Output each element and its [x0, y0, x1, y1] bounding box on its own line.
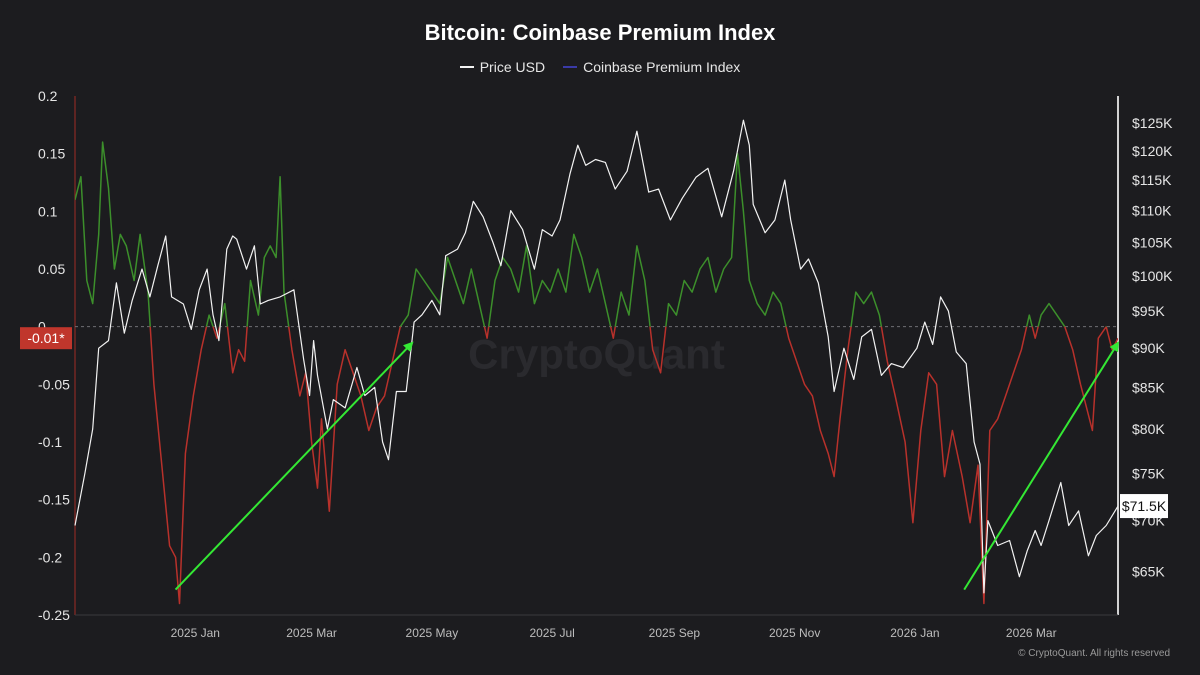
legend-item-premium[interactable]: Coinbase Premium Index [563, 59, 740, 75]
left-axis-tick-label: 0.2 [38, 88, 58, 104]
right-axis-tick-label: $95K [1132, 303, 1165, 319]
right-axis-tick-label: $105K [1132, 234, 1173, 250]
x-axis-tick-label: 2025 Sep [649, 626, 701, 640]
right-axis-tick-label: $125K [1132, 115, 1173, 131]
copyright-footer: © CryptoQuant. All rights reserved [1018, 648, 1170, 659]
left-axis-tick-label: -0.1 [38, 434, 62, 450]
chart-title: Bitcoin: Coinbase Premium Index [424, 20, 776, 45]
legend-item-price[interactable]: Price USD [459, 59, 546, 75]
left-axis-tick-label: -0.2 [38, 549, 62, 565]
right-axis-tick-label: $85K [1132, 379, 1165, 395]
left-axis-tick-label: 0 [38, 319, 46, 335]
x-axis-tick-label: 2025 Nov [769, 626, 820, 640]
legend-label-price: Price USD [479, 59, 546, 75]
current-premium-badge [20, 327, 72, 350]
right-axis-tick-label: $80K [1132, 421, 1165, 437]
trend-arrow-1 [174, 341, 414, 591]
x-axis-tick-label: 2025 Jul [529, 626, 574, 640]
right-axis-tick-label: $65K [1132, 563, 1165, 579]
legend-swatch-price [459, 66, 474, 68]
premium-index-line-negative [149, 326, 1118, 605]
left-axis-tick-label: -0.15 [38, 492, 70, 508]
current-price-label: $71.5K [1122, 498, 1167, 514]
current-price-badge [1120, 494, 1168, 519]
legend-swatch-premium [563, 66, 578, 68]
left-axis-tick-label: 0.1 [38, 203, 58, 219]
x-axis-tick-label: 2026 Jan [890, 626, 939, 640]
right-axis-tick-label: $115K [1132, 172, 1172, 188]
right-axis-tick-label: $90K [1132, 340, 1165, 356]
watermark: CryptoQuant [468, 331, 725, 378]
right-axis-tick-label: $75K [1132, 465, 1165, 481]
left-axis-tick-label: 0.15 [38, 146, 65, 162]
right-axis-tick-label: $100K [1132, 268, 1173, 284]
left-axis-tick-label: -0.05 [38, 376, 70, 392]
x-axis-tick-label: 2025 Mar [286, 626, 337, 640]
right-axis-tick-label: $110K [1132, 203, 1172, 219]
x-axis-tick-label: 2025 May [406, 626, 459, 640]
price-usd-line [74, 119, 1119, 594]
x-axis-tick-label: 2025 Jan [171, 626, 220, 640]
legend-label-premium: Coinbase Premium Index [583, 59, 741, 75]
x-axis-tick-label: 2026 Mar [1006, 626, 1057, 640]
current-premium-label: -0.01* [27, 330, 65, 346]
left-axis-tick-label: -0.25 [38, 607, 70, 623]
premium-index-line-positive [75, 141, 1107, 327]
left-axis-tick-label: 0.05 [38, 261, 65, 277]
trend-arrow-2 [963, 341, 1120, 591]
right-axis-tick-label: $120K [1132, 143, 1173, 159]
chart-legend: Price USD Coinbase Premium Index [0, 59, 1200, 75]
